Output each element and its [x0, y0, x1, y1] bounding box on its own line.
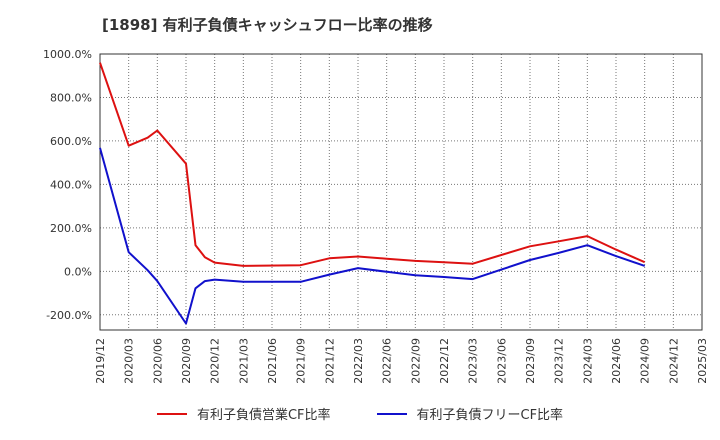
legend-swatch-red	[156, 412, 187, 415]
x-tick-label: 2020/09	[180, 338, 193, 384]
legend-swatch-blue	[376, 412, 407, 415]
y-tick-label: 1000.0%	[43, 48, 92, 61]
x-tick-label: 2020/03	[123, 338, 136, 384]
x-tick-label: 2023/03	[467, 338, 480, 384]
legend: 有利子負債営業CF比率 有利子負債フリーCF比率	[0, 404, 720, 423]
legend-item-free-cf: 有利子負債フリーCF比率	[376, 404, 564, 423]
x-tick-label: 2025/03	[696, 338, 709, 384]
x-tick-label: 2024/06	[610, 338, 623, 384]
x-tick-label: 2024/12	[667, 338, 680, 384]
y-tick-label: 0.0%	[64, 265, 92, 278]
x-tick-label: 2023/12	[553, 338, 566, 384]
legend-label-operating-cf: 有利子負債営業CF比率	[196, 408, 331, 423]
series-line-free-cf	[99, 147, 646, 325]
legend-label-free-cf: 有利子負債フリーCF比率	[416, 408, 564, 423]
x-tick-label: 2023/09	[524, 338, 537, 384]
x-tick-label: 2021/03	[237, 338, 250, 384]
x-tick-label: 2022/12	[438, 338, 451, 384]
y-tick-label: 200.0%	[50, 222, 92, 235]
x-tick-label: 2021/09	[295, 338, 308, 384]
x-tick-label: 2022/09	[409, 338, 422, 384]
x-tick-label: 2020/06	[151, 338, 164, 384]
legend-item-operating-cf: 有利子負債営業CF比率	[156, 404, 331, 423]
x-tick-label: 2023/06	[495, 338, 508, 384]
x-tick-label: 2024/03	[581, 338, 594, 384]
x-tick-label: 2022/03	[352, 338, 365, 384]
x-tick-label: 2019/12	[94, 338, 107, 384]
y-tick-label: 400.0%	[50, 178, 92, 191]
series-line-operating-cf	[99, 62, 646, 267]
x-tick-label: 2022/06	[381, 338, 394, 384]
y-tick-label: 600.0%	[50, 135, 92, 148]
y-tick-label: 800.0%	[50, 91, 92, 104]
x-tick-label: 2020/12	[209, 338, 222, 384]
x-tick-label: 2024/09	[639, 338, 652, 384]
chart-title: [1898] 有利子負債キャッシュフロー比率の推移	[102, 16, 433, 34]
x-tick-label: 2021/12	[323, 338, 336, 384]
y-tick-label: -200.0%	[46, 309, 92, 322]
x-tick-label: 2021/06	[266, 338, 279, 384]
plot-border	[99, 53, 703, 331]
